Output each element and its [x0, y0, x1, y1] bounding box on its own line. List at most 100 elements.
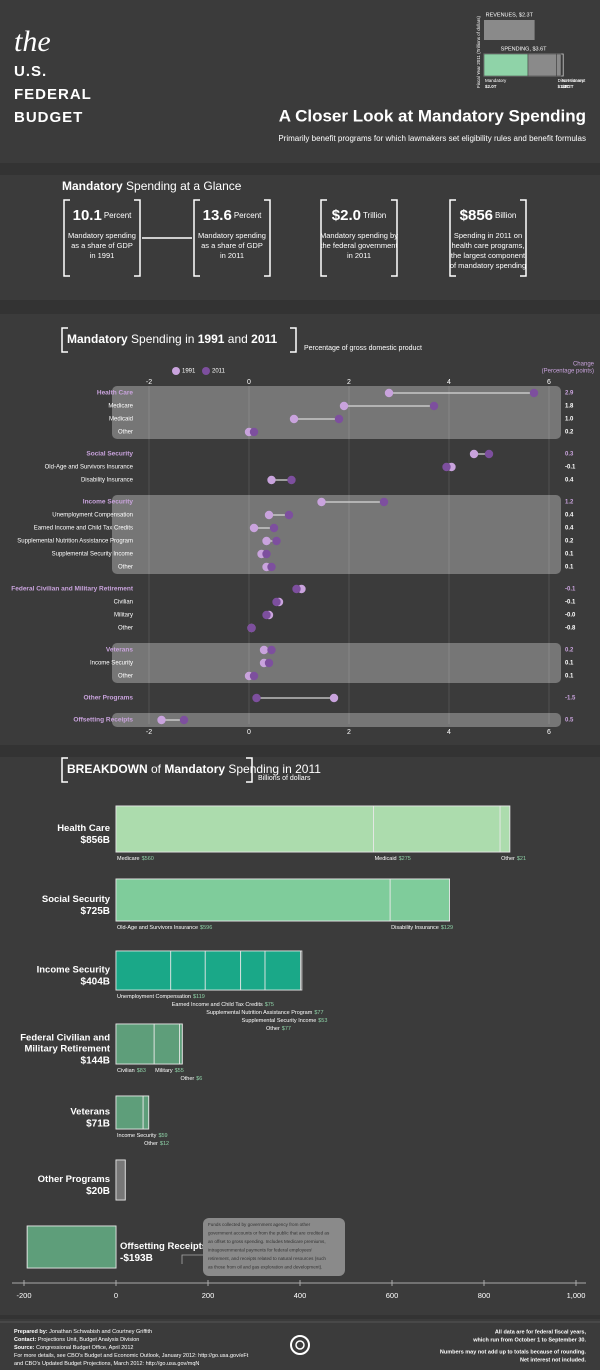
- dot: [292, 584, 301, 594]
- segment-name: Other: [180, 1076, 194, 1082]
- change-label: 0.1: [565, 661, 574, 667]
- bar-segment: [115, 805, 375, 853]
- change-label: 0.5: [565, 718, 574, 724]
- x-tick-label: 200: [202, 1291, 215, 1300]
- bar-segment: [115, 950, 172, 991]
- dot: [267, 645, 276, 655]
- x-tick-label: 0: [247, 379, 251, 386]
- glance-unit: Trillion: [363, 211, 386, 220]
- segment-value: $275: [399, 856, 411, 862]
- segment-value: $6: [196, 1076, 202, 1082]
- annotation-text: government accounts or from the public t…: [208, 1231, 330, 1236]
- brand-line: FEDERAL: [14, 86, 92, 103]
- bar-label: REVENUES, $2.3T: [486, 12, 534, 18]
- bar-segment: [115, 1159, 126, 1201]
- footer-text: For more details, see CBO's Budget and E…: [14, 1353, 249, 1359]
- footer-label: Source:: [14, 1345, 35, 1351]
- legend-marker: [202, 367, 210, 375]
- glance-text: in 1991: [90, 251, 115, 260]
- glance-number: 13.6: [203, 207, 232, 224]
- segment-label: Civilian $83: [117, 1068, 146, 1074]
- segment-name: Earned Income and Child Tax Credits: [172, 1002, 263, 1008]
- segment-name: Medicaid: [375, 856, 397, 862]
- change-title: Change: [573, 362, 595, 368]
- glance-text: in 2011: [347, 251, 371, 260]
- bar-segment: [142, 1095, 150, 1130]
- footer-line: For more details, see CBO's Budget and E…: [14, 1353, 249, 1359]
- segment-label: Earned Income and Child Tax Credits $75: [172, 1002, 274, 1008]
- segment-name: Other: [266, 1026, 280, 1032]
- change-label: -0.1: [565, 587, 576, 593]
- brand-the: the: [14, 25, 51, 58]
- change-label: 0.2: [565, 430, 574, 436]
- row-label: Supplemental Nutrition Assistance Progra…: [17, 539, 133, 545]
- segment-label: Supplemental Nutrition Assistance Progra…: [206, 1010, 323, 1016]
- row-label: Military: [114, 613, 133, 619]
- group-label: Veterans: [106, 647, 133, 654]
- x-tick-label: -200: [16, 1291, 31, 1300]
- segment-name: Unemployment Compensation: [117, 994, 191, 1000]
- segment-name: Supplemental Security Income: [242, 1018, 317, 1024]
- change-label: 0.1: [565, 565, 574, 571]
- dot: [484, 449, 494, 459]
- change-label: 2.9: [565, 391, 574, 397]
- bar-segment: [483, 53, 529, 77]
- segment-value: $12: [160, 1141, 169, 1147]
- change-label: -1.5: [565, 696, 576, 702]
- segment-value: $75: [265, 1002, 274, 1008]
- segment-value: $129: [441, 925, 453, 931]
- segment-label: Disability Insurance $129: [391, 925, 453, 931]
- dot: [272, 536, 281, 546]
- annotation-text: as those from oil and gas exploration an…: [208, 1265, 322, 1270]
- segment-label: Medicare $560: [117, 856, 154, 862]
- row-label: Civilian: [114, 600, 133, 606]
- group-total: $725B: [81, 906, 110, 917]
- group-band: [112, 713, 561, 727]
- x-tick-label: 4: [447, 379, 451, 386]
- footer-line: Source: Congressional Budget Office, Apr…: [14, 1345, 133, 1351]
- segment-value: $119: [193, 994, 205, 1000]
- change-label: 0.2: [565, 539, 574, 545]
- bracket: [320, 199, 327, 277]
- glance-title-part: Spending at a Glance: [123, 179, 242, 193]
- change-label: -0.1: [565, 600, 576, 606]
- bracket: [63, 199, 70, 277]
- segment-label: Other $21: [501, 856, 526, 862]
- change-label: 0.4: [565, 513, 574, 519]
- brand-line: BUDGET: [14, 109, 83, 126]
- bracket: [246, 757, 253, 783]
- legend-label: 2011: [212, 369, 226, 375]
- segment-value: $55: [175, 1068, 184, 1074]
- bar-segment: [556, 53, 562, 77]
- x-tick-label: 600: [386, 1291, 399, 1300]
- dumbbell-title: Mandatory Spending in 1991 and 2011: [67, 332, 278, 346]
- row-label: Earned Income and Child Tax Credits: [34, 526, 133, 532]
- bracket: [264, 199, 271, 277]
- footer-note: which run from October 1 to September 30…: [472, 1337, 586, 1343]
- segment-name: Old-Age and Survivors Insurance: [117, 925, 198, 931]
- group-total: $20B: [86, 1186, 110, 1197]
- bar-segment: [26, 1225, 117, 1269]
- dot: [289, 414, 299, 424]
- dot: [442, 462, 451, 472]
- segment-name: Supplemental Nutrition Assistance Progra…: [206, 1010, 312, 1016]
- group-band: [112, 386, 561, 439]
- breakdown-title: BREAKDOWN of Mandatory Spending in 2011: [67, 762, 321, 776]
- annotation-leader: [181, 1254, 203, 1264]
- glance-unit: Percent: [104, 211, 132, 220]
- dot: [259, 645, 269, 655]
- glance-figure: $856 Billion: [460, 207, 517, 224]
- logo: [295, 1340, 305, 1350]
- breakdown-subtitle: Billions of dollars: [258, 775, 311, 782]
- dot: [284, 510, 294, 520]
- dot: [469, 449, 479, 459]
- dumbbell-subtitle: Percentage of gross domestic product: [304, 345, 422, 352]
- group-total: -$193B: [120, 1253, 153, 1264]
- dot: [529, 388, 539, 398]
- change-title: (Percentage points): [542, 369, 594, 375]
- group-band: [112, 643, 561, 683]
- dot: [329, 693, 339, 703]
- group-label: Income Security: [83, 499, 134, 506]
- segment-value: $21: [517, 856, 526, 862]
- segment-name: Military: [155, 1068, 173, 1074]
